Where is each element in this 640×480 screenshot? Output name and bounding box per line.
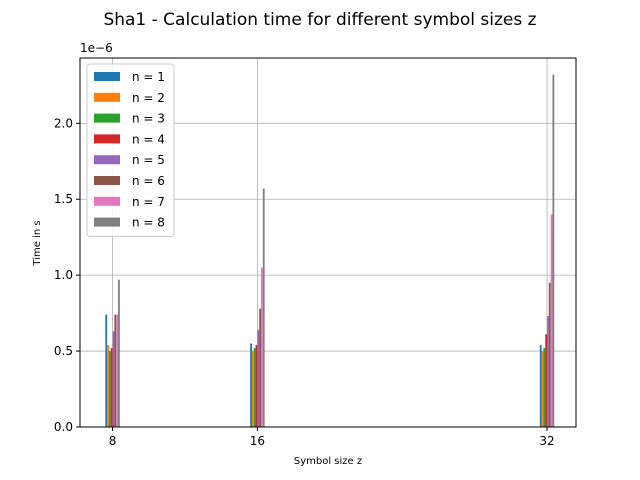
legend-swatch (94, 176, 120, 185)
legend-label: n = 6 (132, 174, 165, 188)
x-axis-label: Symbol size z (294, 456, 362, 467)
bar (539, 345, 542, 427)
bar (251, 351, 254, 427)
x-tick-label: 16 (250, 434, 265, 448)
bar (548, 282, 551, 427)
bar (107, 345, 109, 427)
axes-layer: 8 16 32 0.0 0.5 1.0 1.5 2.0 (54, 116, 555, 448)
y-axis-label: Time in s (32, 220, 43, 266)
bar (261, 267, 263, 427)
legend-swatch (94, 113, 120, 123)
y-tick-label: 1.0 (54, 268, 73, 282)
bars-layer (105, 74, 555, 427)
legend-swatch (94, 196, 120, 206)
legend-label: n = 7 (132, 195, 165, 209)
legend-swatch (94, 134, 120, 144)
y-axis-offset-label: 1e−6 (80, 41, 113, 55)
legend-label: n = 3 (132, 112, 165, 126)
x-tick-label: 32 (539, 434, 554, 448)
bar (552, 74, 555, 427)
legend-swatch (94, 217, 120, 227)
bar (543, 348, 546, 427)
bar (547, 316, 549, 427)
bar (550, 214, 553, 427)
plot-frame (79, 57, 577, 428)
bar (114, 314, 117, 427)
bar (255, 345, 258, 427)
legend-swatch (94, 72, 120, 81)
legend-swatch (94, 92, 120, 102)
y-tick-label: 2.0 (54, 116, 73, 130)
bar (545, 334, 548, 427)
bar (262, 188, 265, 427)
legend-label: n = 2 (132, 91, 165, 105)
bar (108, 351, 111, 427)
bar (118, 279, 120, 427)
x-tick-label: 8 (109, 434, 117, 448)
bar (257, 329, 260, 427)
legend-label: n = 8 (132, 216, 165, 230)
bar (116, 314, 119, 427)
legend-label: n = 4 (132, 132, 165, 146)
bar (110, 348, 113, 427)
y-tick-label: 1.5 (54, 192, 73, 206)
y-tick-label: 0.5 (54, 344, 73, 358)
legend-label: n = 5 (132, 153, 165, 167)
y-tick-label: 0.0 (54, 420, 73, 434)
bar (253, 348, 256, 427)
legend-label: n = 1 (132, 70, 165, 84)
bar (112, 331, 115, 427)
bar (541, 351, 544, 427)
bar (259, 308, 262, 427)
bar (105, 314, 108, 427)
legend-box (86, 63, 175, 237)
bar (250, 343, 252, 427)
chart-title: Sha1 - Calculation time for different sy… (103, 10, 536, 30)
legend: n = 1 n = 2 n = 3 n = 4 n = 5 n = 6 n = 7 n = 8 (86, 63, 175, 237)
legend-swatch (94, 155, 120, 165)
